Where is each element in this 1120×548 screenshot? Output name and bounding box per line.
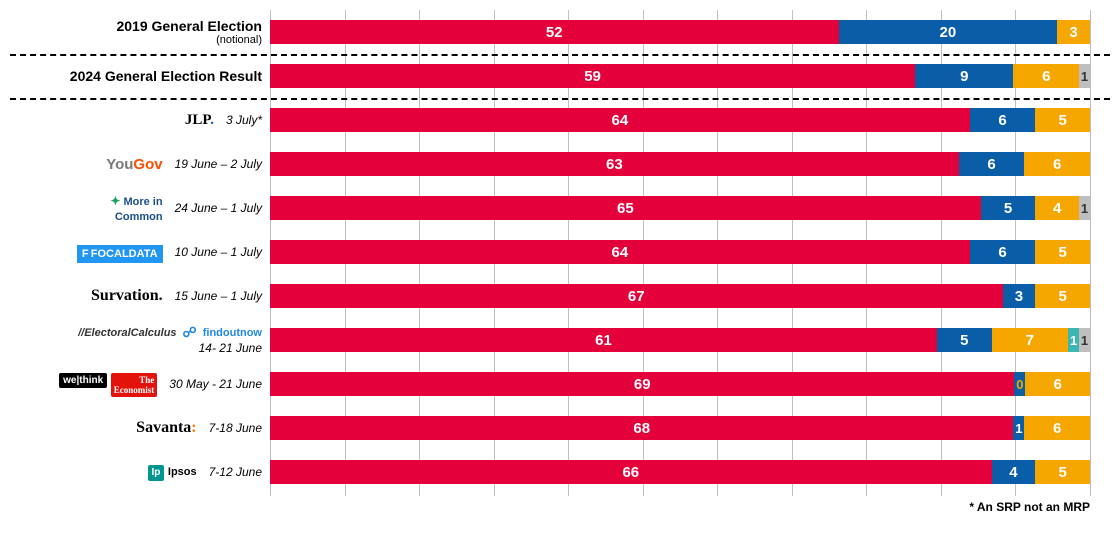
- rows-host: 2019 General Election(notional)522032024…: [10, 10, 1110, 494]
- row-label: 2024 General Election Result: [10, 68, 270, 84]
- bar-track: 6366: [270, 152, 1090, 176]
- seg-libdem: 4: [1035, 196, 1079, 220]
- pollster-logo: JLP.: [185, 112, 214, 129]
- seg-labour: 68: [270, 416, 1013, 440]
- fieldwork-date: 14- 21 June: [199, 341, 262, 355]
- seg-conservative: 5: [937, 328, 992, 352]
- fieldwork-date: 3 July*: [226, 113, 262, 127]
- seg-conservative: 6: [970, 108, 1036, 132]
- row-label-main: 2024 General Election Result: [70, 68, 262, 84]
- bar-row-ecfon: //ElectoralCalculus☍findoutnow14- 21 Jun…: [10, 318, 1110, 362]
- bar-row-surv: Survation. 15 June – 1 July 6735: [10, 274, 1110, 318]
- row-label: we|think TheEconomist 30 May - 21 June: [10, 371, 270, 397]
- seat-prediction-chart: 2019 General Election(notional)522032024…: [10, 10, 1110, 514]
- pollster-logo: YouGov: [106, 156, 162, 173]
- seg-libdem: 5: [1035, 284, 1090, 308]
- fieldwork-date: 7-18 June: [209, 421, 262, 435]
- fieldwork-date: 19 June – 2 July: [175, 157, 262, 171]
- row-label: Savanta: 7-18 June: [10, 419, 270, 437]
- bar-row-focal: F FOCALDATA 10 June – 1 July 6465: [10, 230, 1110, 274]
- pollster-logo: //ElectoralCalculus☍findoutnow: [78, 325, 262, 340]
- seg-labour: 64: [270, 108, 970, 132]
- seg-conservative: 3: [1003, 284, 1036, 308]
- fieldwork-date: 10 June – 1 July: [175, 245, 262, 259]
- seg-labour: 67: [270, 284, 1003, 308]
- seg-libdem: 6: [1013, 64, 1079, 88]
- seg-labour: 66: [270, 460, 992, 484]
- row-label: //ElectoralCalculus☍findoutnow14- 21 Jun…: [10, 325, 270, 354]
- bar-track: 6465: [270, 108, 1090, 132]
- seg-libdem: 5: [1035, 460, 1090, 484]
- bar-track: 59961: [270, 64, 1090, 88]
- footnote: * An SRP not an MRP: [10, 500, 1110, 514]
- pollster-logo: IpIpsos: [148, 463, 197, 481]
- bar-track: 6735: [270, 284, 1090, 308]
- seg-grey: 1: [1079, 328, 1090, 352]
- seg-libdem: 6: [1024, 416, 1090, 440]
- seg-conservative: 9: [915, 64, 1013, 88]
- seg-labour: 69: [270, 372, 1014, 396]
- bar-track: 6465: [270, 240, 1090, 264]
- row-label: Survation. 15 June – 1 July: [10, 287, 270, 305]
- seg-conservative: 5: [981, 196, 1036, 220]
- seg-conservative: 0: [1014, 372, 1025, 396]
- bar-row-savanta: Savanta: 7-18 June 6816: [10, 406, 1110, 450]
- bar-track: 52203: [270, 20, 1090, 44]
- seg-libdem: 3: [1057, 20, 1090, 44]
- row-label-sub: (notional): [216, 34, 262, 46]
- fieldwork-date: 7-12 June: [209, 465, 262, 479]
- bar-row-ge2024: 2024 General Election Result 59961: [10, 54, 1110, 98]
- row-label: IpIpsos 7-12 June: [10, 463, 270, 481]
- row-label: ✦More inCommon 24 June – 1 July: [10, 193, 270, 223]
- bar-track: 65541: [270, 196, 1090, 220]
- seg-libdem: 7: [992, 328, 1069, 352]
- row-label: YouGov 19 June – 2 July: [10, 156, 270, 173]
- seg-grey: 1: [1079, 196, 1090, 220]
- seg-libdem: 5: [1035, 108, 1090, 132]
- seg-labour: 52: [270, 20, 839, 44]
- seg-libdem: 6: [1024, 152, 1090, 176]
- seg-conservative: 6: [959, 152, 1025, 176]
- seg-labour: 63: [270, 152, 959, 176]
- bar-track: 6645: [270, 460, 1090, 484]
- seg-labour: 64: [270, 240, 970, 264]
- seg-conservative: 4: [992, 460, 1036, 484]
- pollster-logo: we|think TheEconomist: [59, 371, 157, 397]
- bar-row-ge2019: 2019 General Election(notional)52203: [10, 10, 1110, 54]
- seg-libdem: 5: [1035, 240, 1090, 264]
- fieldwork-date: 24 June – 1 July: [175, 201, 262, 215]
- bar-row-yougov: YouGov19 June – 2 July6366: [10, 142, 1110, 186]
- seg-conservative: 1: [1013, 416, 1024, 440]
- row-label-main: 2019 General Election: [116, 18, 262, 34]
- bar-row-ipsos: IpIpsos 7-12 June 6645: [10, 450, 1110, 494]
- bar-row-mic: ✦More inCommon 24 June – 1 July 65541: [10, 186, 1110, 230]
- row-label: 2019 General Election(notional): [10, 18, 270, 46]
- bar-track: 6816: [270, 416, 1090, 440]
- seg-labour: 65: [270, 196, 981, 220]
- pollster-logo: Savanta:: [136, 419, 196, 437]
- fieldwork-date: 15 June – 1 July: [175, 289, 262, 303]
- seg-libdem: 6: [1025, 372, 1090, 396]
- pollster-logo: Survation.: [91, 287, 163, 305]
- bar-row-wtecon: we|think TheEconomist 30 May - 21 June 690…: [10, 362, 1110, 406]
- pollster-logo: ✦More inCommon: [110, 193, 162, 223]
- row-label: F FOCALDATA 10 June – 1 July: [10, 245, 270, 260]
- fieldwork-date: 30 May - 21 June: [169, 377, 262, 391]
- seg-teal: 1: [1068, 328, 1079, 352]
- seg-conservative: 6: [970, 240, 1036, 264]
- seg-conservative: 20: [839, 20, 1058, 44]
- seg-grey: 1: [1079, 64, 1090, 88]
- row-label: JLP. 3 July*: [10, 112, 270, 129]
- pollster-logo: F FOCALDATA: [77, 245, 163, 260]
- bar-track: 6906: [270, 372, 1090, 396]
- seg-labour: 59: [270, 64, 915, 88]
- bar-track: 615711: [270, 328, 1090, 352]
- seg-labour: 61: [270, 328, 937, 352]
- bar-row-jlp: JLP. 3 July* 6465: [10, 98, 1110, 142]
